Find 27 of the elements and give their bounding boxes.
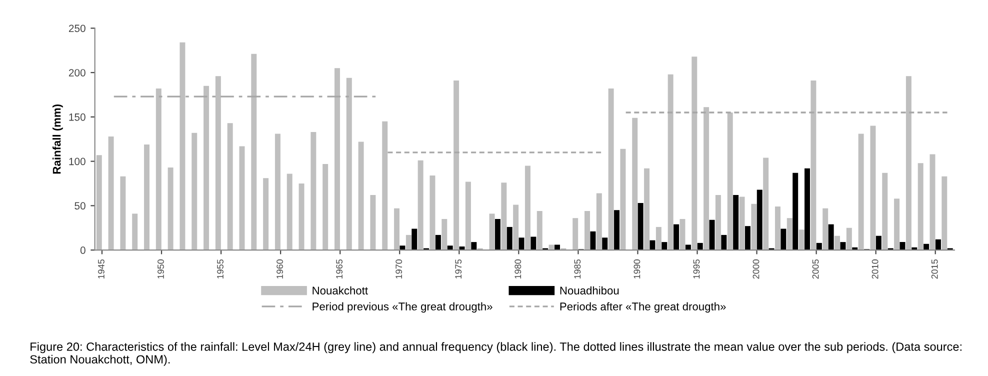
x-tick-label: 2000 bbox=[752, 259, 760, 279]
legend-label: Nouadhibou bbox=[560, 286, 619, 295]
caption: Figure 20: Characteristics of the rainfall: Level Max/24H (grey line) and annual frequency (black line). The dotted lines illustrate the mean value over the sub periods. (Data source: Station Nouakchott, ONM). bbox=[30, 342, 962, 366]
y-tick-label: 150 bbox=[69, 113, 86, 121]
y-tick-label: 250 bbox=[68, 24, 86, 32]
x-tick-label: 1945 bbox=[98, 259, 104, 278]
legend-label: Period previous «The great drougth» bbox=[312, 302, 492, 313]
x-tick-label: 2005 bbox=[812, 259, 819, 279]
y-tick-label: 0 bbox=[80, 246, 86, 254]
x-tick-label: 1960 bbox=[276, 259, 283, 278]
x-tick-label: 1955 bbox=[217, 259, 224, 278]
x-tick-label: 1950 bbox=[158, 259, 164, 278]
x-tick-label: 2015 bbox=[931, 259, 938, 279]
x-tick-label: 1965 bbox=[336, 259, 343, 278]
y-axis-title: Rainfall (mm) bbox=[52, 104, 63, 174]
x-tick-label: 1995 bbox=[693, 259, 700, 278]
x-tick-label: 1980 bbox=[514, 259, 522, 278]
x-tick-label: 1970 bbox=[396, 259, 402, 278]
legend-label: Periods after «The great drougth» bbox=[560, 302, 726, 313]
y-tick-label: 200 bbox=[68, 69, 86, 76]
y-tick-label: 50 bbox=[74, 202, 86, 210]
y-tick-label: 100 bbox=[69, 158, 86, 166]
x-tick-label: 2010 bbox=[872, 259, 878, 279]
legend-label: Nouakchott bbox=[312, 286, 368, 295]
x-tick-label: 1985 bbox=[574, 259, 581, 278]
x-tick-label: 1975 bbox=[455, 259, 462, 278]
x-tick-label: 1990 bbox=[634, 259, 640, 278]
